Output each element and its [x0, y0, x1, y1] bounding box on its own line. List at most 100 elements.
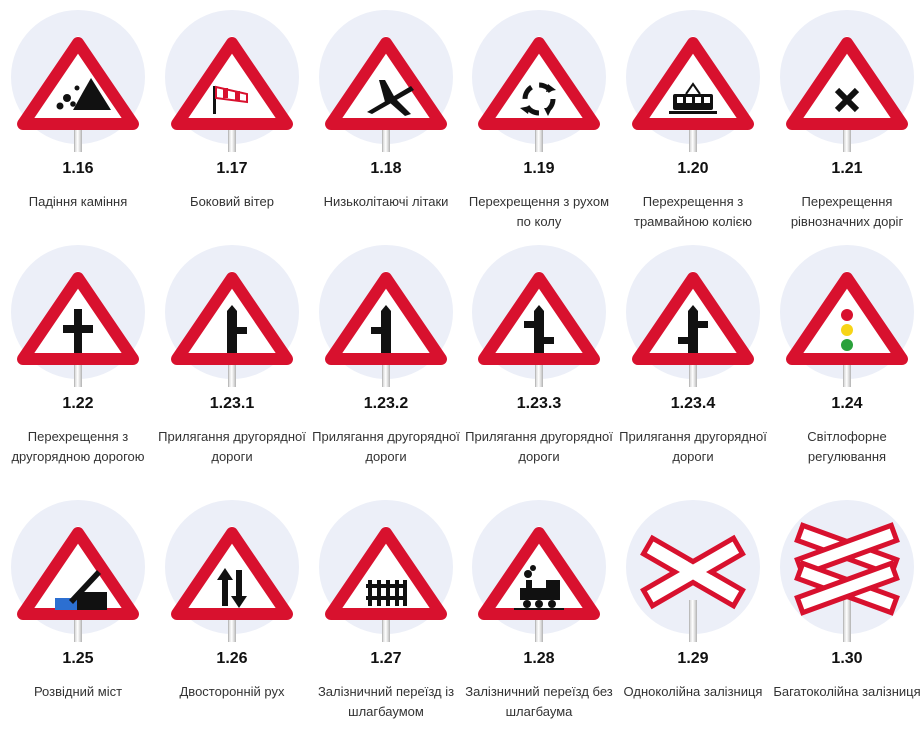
traffic-light-icon [784, 271, 910, 365]
sign-card: 1.26 Двосторонній рух [155, 490, 309, 735]
sign-code: 1.30 [831, 650, 863, 667]
falling-rocks-icon [15, 36, 141, 130]
sign-card: 1.24 Світлофорне регулювання [770, 235, 922, 480]
sign-illustration [626, 10, 760, 155]
sign-illustration [165, 500, 299, 645]
single-cross-icon [640, 534, 746, 610]
sign-code: 1.29 [677, 650, 709, 667]
sign-pole [535, 345, 543, 387]
sign-pole [689, 110, 697, 152]
sign-code: 1.19 [523, 160, 555, 177]
sign-label: Прилягання другорядної дороги [619, 429, 767, 464]
sign-card: 1.22 Перехрещення з другорядною дорогою [1, 235, 155, 480]
sign-label: Багатоколійна залізниця [773, 684, 921, 699]
sign-pole [228, 345, 236, 387]
sign-code: 1.23.1 [209, 395, 255, 412]
sign-label: Прилягання другорядної дороги [465, 429, 613, 464]
sign-illustration [780, 500, 914, 645]
sign-pole [689, 345, 697, 387]
sign-illustration [780, 245, 914, 390]
sign-label: Розвідний міст [33, 684, 123, 699]
steam-locomotive-icon [476, 526, 602, 620]
sign-pole [843, 110, 851, 152]
sign-illustration [165, 245, 299, 390]
side-road-left-icon [323, 271, 449, 365]
sign-illustration [319, 500, 453, 645]
sign-label: Низьколітаючі літаки [323, 194, 449, 209]
sign-card: 1.28 Залізничний переїзд без шлагбаума [462, 490, 616, 735]
sign-illustration [780, 10, 914, 155]
sign-card: 1.23.1 Прилягання другорядної дороги [155, 235, 309, 480]
sign-illustration [626, 500, 760, 645]
sign-pole [535, 600, 543, 642]
sign-pole [843, 600, 851, 642]
sign-code: 1.23.2 [363, 395, 409, 412]
side-road-right-icon [169, 271, 295, 365]
sign-card: 1.17 Боковий вітер [155, 0, 309, 245]
side-road-right-offset-icon [476, 271, 602, 365]
sign-label: Перехрещення з рухом по колу [468, 194, 610, 229]
sign-illustration [472, 10, 606, 155]
side-road-left-offset-icon [630, 271, 756, 365]
sign-code: 1.28 [523, 650, 555, 667]
sign-pole [228, 600, 236, 642]
sign-illustration [472, 500, 606, 645]
airplane-icon [323, 36, 449, 130]
sign-label: Перехрещення рівнозначних доріг [790, 194, 904, 229]
barrier-fence-icon [323, 526, 449, 620]
sign-card: 1.21 Перехрещення рівнозначних доріг [770, 0, 922, 245]
sign-code: 1.16 [62, 160, 94, 177]
sign-illustration [626, 245, 760, 390]
double-cross-icon [794, 522, 900, 616]
tram-icon [630, 36, 756, 130]
sign-illustration [472, 245, 606, 390]
sign-code: 1.18 [370, 160, 402, 177]
sign-label: Падіння каміння [28, 194, 128, 209]
sign-card: 1.30 Багатоколійна залізниця [770, 490, 922, 735]
sign-label: Боковий вітер [190, 194, 274, 209]
sign-pole [382, 600, 390, 642]
sign-illustration [11, 10, 145, 155]
sign-label: Перехрещення з трамвайною колією [633, 194, 752, 229]
sign-card: 1.29 Одноколійна залізниця [616, 490, 770, 735]
sign-card: 1.18 Низьколітаючі літаки [309, 0, 463, 245]
sign-card: 1.20 Перехрещення з трамвайною колією [616, 0, 770, 245]
sign-pole [535, 110, 543, 152]
sign-code: 1.24 [831, 395, 863, 412]
sign-label: Перехрещення з другорядною дорогою [11, 429, 145, 464]
sign-label: Прилягання другорядної дороги [158, 429, 306, 464]
sign-card: 1.23.4 Прилягання другорядної дороги [616, 235, 770, 480]
sign-pole [689, 600, 697, 642]
sign-illustration [11, 500, 145, 645]
roundabout-icon [476, 36, 602, 130]
two-way-arrows-icon [169, 526, 295, 620]
sign-pole [74, 110, 82, 152]
sign-pole [843, 345, 851, 387]
sign-card: 1.16 Падіння каміння [1, 0, 155, 245]
sign-code: 1.23.3 [516, 395, 562, 412]
sign-card: 1.23.3 Прилягання другорядної дороги [462, 235, 616, 480]
sign-label: Одноколійна залізниця [623, 684, 763, 699]
sign-label: Двосторонній рух [179, 684, 285, 699]
sign-code: 1.26 [216, 650, 248, 667]
x-cross-icon [784, 36, 910, 130]
sign-card: 1.27 Залізничний переїзд із шлагбаумом [309, 490, 463, 735]
sign-illustration [165, 10, 299, 155]
sign-code: 1.17 [216, 160, 248, 177]
sign-illustration [11, 245, 145, 390]
sign-pole [74, 600, 82, 642]
sign-pole [382, 110, 390, 152]
sign-pole [228, 110, 236, 152]
sign-illustration [319, 245, 453, 390]
sign-code: 1.21 [831, 160, 863, 177]
sign-card: 1.19 Перехрещення з рухом по колу [462, 0, 616, 245]
sign-code: 1.23.4 [670, 395, 716, 412]
sign-label: Залізничний переїзд без шлагбаума [465, 684, 613, 719]
drawbridge-icon [15, 526, 141, 620]
sign-code: 1.25 [62, 650, 94, 667]
sign-pole [382, 345, 390, 387]
crossroad-icon [15, 271, 141, 365]
sign-pole [74, 345, 82, 387]
sign-illustration [319, 10, 453, 155]
